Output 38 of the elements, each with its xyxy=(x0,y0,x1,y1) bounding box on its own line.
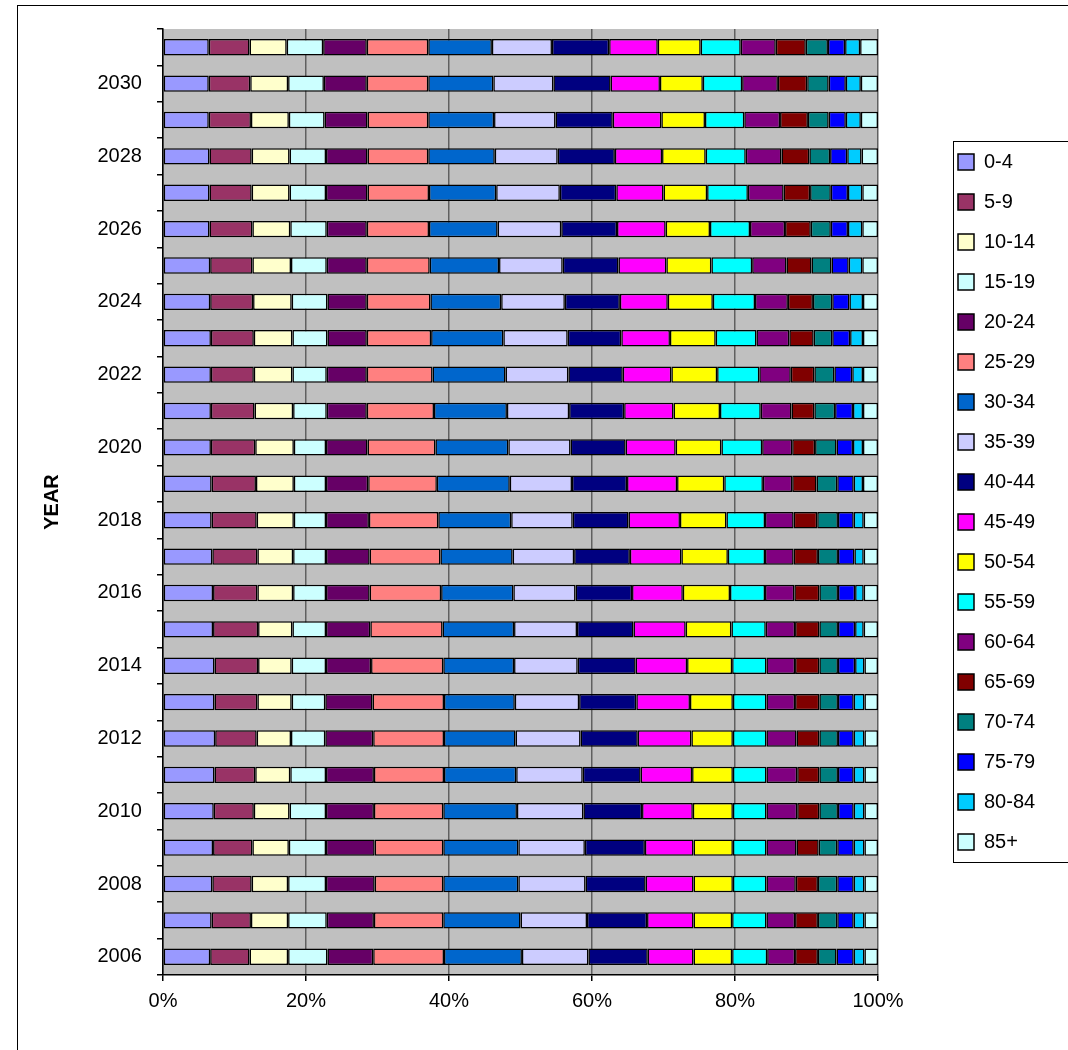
legend-label: 35-39 xyxy=(984,429,1036,452)
y-tick-label: 2016 xyxy=(97,580,142,603)
legend-label: 30-34 xyxy=(984,389,1036,412)
y-tick-label: 2006 xyxy=(97,944,142,967)
y-tick-label: 2008 xyxy=(97,871,142,894)
legend-label: 70-74 xyxy=(984,709,1036,732)
legend-label: 5-9 xyxy=(984,189,1013,212)
x-tick-label: 40% xyxy=(428,988,470,1011)
y-tick-label: 2026 xyxy=(97,216,142,239)
x-tick-label: 60% xyxy=(571,988,613,1011)
legend-label: 15-19 xyxy=(984,269,1036,292)
x-tick-label: 20% xyxy=(285,988,327,1011)
legend-label: 55-59 xyxy=(984,589,1036,612)
legend-label: 60-64 xyxy=(984,629,1036,652)
y-tick-label: 2012 xyxy=(97,726,142,749)
y-tick-label: 2022 xyxy=(97,362,142,385)
legend-label: 75-79 xyxy=(984,749,1036,772)
y-tick-label: 2028 xyxy=(97,143,142,166)
legend-label: 65-69 xyxy=(984,669,1036,692)
legend-label: 25-29 xyxy=(984,349,1036,372)
legend-label: 85+ xyxy=(984,829,1018,852)
legend-label: 40-44 xyxy=(984,469,1036,492)
legend-label: 20-24 xyxy=(984,309,1036,332)
legend-label: 45-49 xyxy=(984,509,1036,532)
y-tick-label: 2010 xyxy=(97,798,142,821)
y-axis-title: YEAR xyxy=(39,473,62,530)
legend-label: 50-54 xyxy=(984,549,1036,572)
y-tick-label: 2030 xyxy=(97,71,142,94)
x-tick-label: 80% xyxy=(714,988,756,1011)
legend-label: 10-14 xyxy=(984,229,1036,252)
y-tick-label: 2014 xyxy=(97,653,142,676)
legend-label: 0-4 xyxy=(984,149,1013,172)
y-tick-label: 2018 xyxy=(97,507,142,530)
y-tick-label: 2024 xyxy=(97,289,142,312)
x-tick-label: 0% xyxy=(148,988,178,1011)
legend-label: 80-84 xyxy=(984,789,1036,812)
y-tick-label: 2020 xyxy=(97,434,142,457)
x-tick-label: 100% xyxy=(852,988,904,1011)
